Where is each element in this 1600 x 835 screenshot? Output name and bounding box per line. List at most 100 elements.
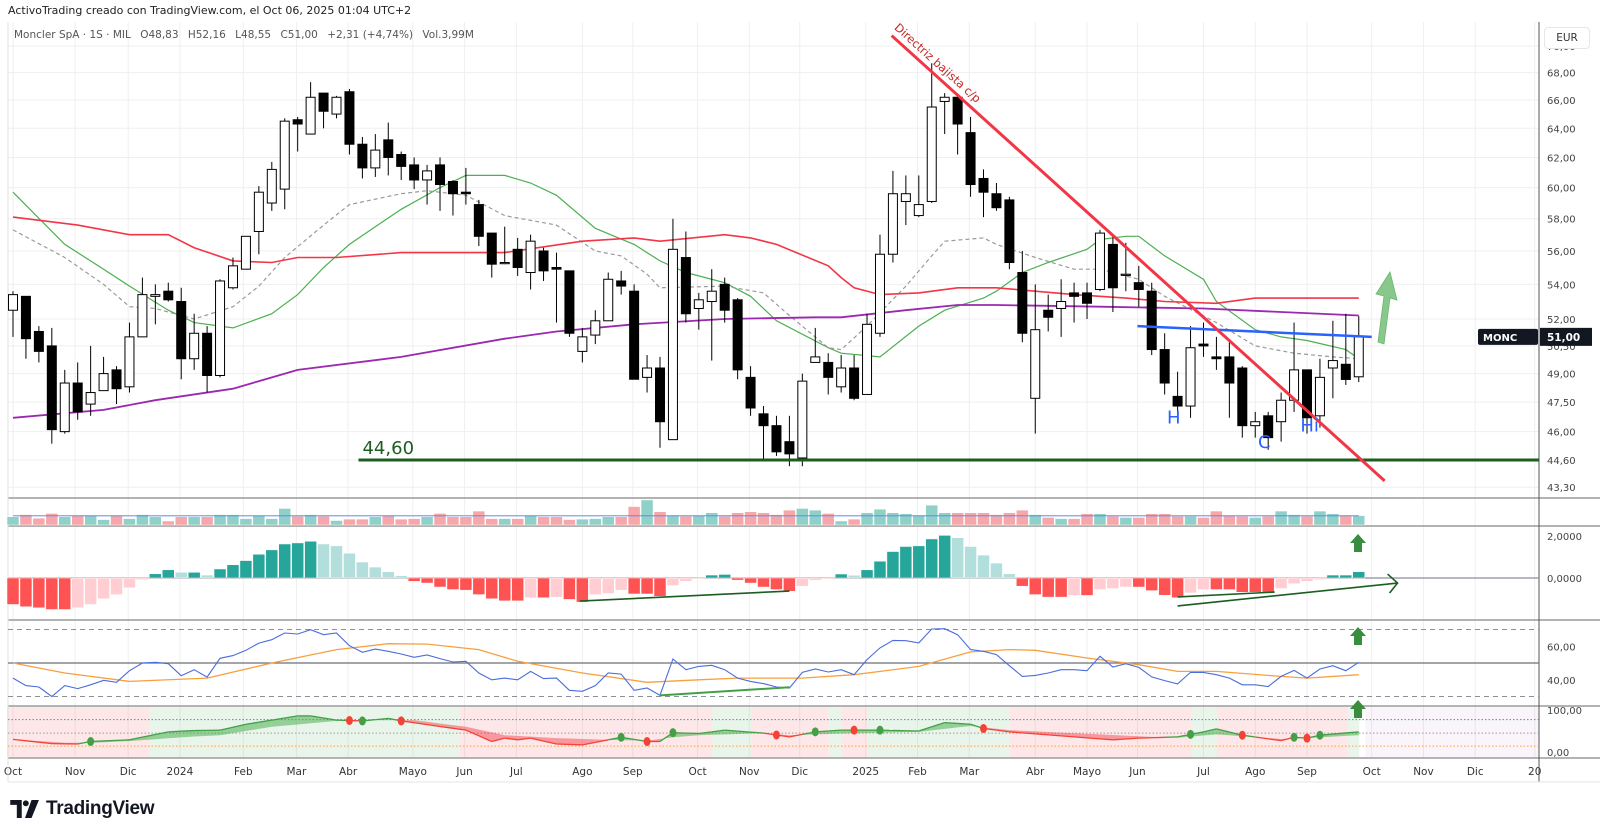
candle[interactable] — [732, 298, 743, 380]
candle[interactable] — [1120, 242, 1131, 292]
candle[interactable] — [1237, 366, 1248, 438]
candle[interactable] — [1314, 358, 1325, 428]
candle[interactable] — [370, 134, 381, 177]
candle[interactable] — [758, 406, 769, 461]
candle[interactable] — [1224, 342, 1235, 418]
candle[interactable] — [344, 88, 355, 155]
candle[interactable] — [1030, 284, 1041, 434]
candle[interactable] — [525, 234, 536, 290]
candle[interactable] — [978, 169, 989, 218]
candle[interactable] — [1185, 326, 1196, 418]
candle[interactable] — [1302, 369, 1312, 434]
candle[interactable] — [8, 291, 18, 337]
candle[interactable] — [409, 157, 420, 190]
candle[interactable] — [862, 313, 873, 395]
candle[interactable] — [1250, 411, 1261, 438]
candle[interactable] — [227, 257, 238, 290]
candle[interactable] — [603, 272, 614, 322]
candle[interactable] — [771, 415, 782, 456]
candle[interactable] — [784, 415, 795, 467]
candle[interactable] — [667, 218, 678, 441]
currency-button[interactable]: EUR — [1544, 27, 1590, 49]
candle[interactable] — [202, 326, 213, 393]
candle[interactable] — [939, 93, 950, 135]
candle[interactable] — [810, 327, 821, 363]
candle[interactable] — [719, 277, 730, 323]
candle[interactable] — [1263, 411, 1274, 450]
candle[interactable] — [473, 199, 484, 247]
candle[interactable] — [240, 235, 251, 270]
candle[interactable] — [447, 179, 458, 216]
candle[interactable] — [72, 362, 83, 420]
candle[interactable] — [874, 234, 885, 337]
candle[interactable] — [693, 292, 704, 330]
candle[interactable] — [849, 355, 860, 401]
candle[interactable] — [163, 282, 174, 302]
candle[interactable] — [1069, 282, 1080, 323]
candle[interactable] — [215, 279, 226, 378]
candle[interactable] — [111, 366, 122, 405]
candle[interactable] — [1082, 282, 1093, 320]
candle[interactable] — [124, 322, 135, 393]
candle[interactable] — [266, 161, 277, 211]
candle[interactable] — [331, 95, 342, 119]
candle[interactable] — [642, 355, 653, 393]
tradingview-logo[interactable]: TradingView — [10, 798, 155, 820]
candle[interactable] — [991, 183, 1002, 211]
candle[interactable] — [20, 295, 31, 359]
candle[interactable] — [137, 277, 148, 338]
candle[interactable] — [538, 247, 549, 281]
candle[interactable] — [279, 118, 290, 210]
candle[interactable] — [357, 136, 368, 179]
candle[interactable] — [422, 164, 433, 205]
candle[interactable] — [150, 284, 161, 325]
candle[interactable] — [629, 284, 640, 380]
candle[interactable] — [460, 167, 471, 205]
candle[interactable] — [46, 327, 57, 444]
candle[interactable] — [189, 313, 200, 370]
candle[interactable] — [564, 270, 575, 337]
candle[interactable] — [1017, 250, 1028, 343]
candle[interactable] — [577, 327, 588, 363]
candle[interactable] — [1159, 333, 1170, 395]
candle[interactable] — [318, 92, 329, 129]
candle[interactable] — [435, 157, 446, 211]
candle[interactable] — [1276, 392, 1287, 442]
candle[interactable] — [1094, 229, 1105, 292]
candle[interactable] — [253, 186, 264, 255]
candle[interactable] — [33, 326, 44, 363]
candle[interactable] — [926, 63, 937, 204]
candle[interactable] — [59, 369, 70, 434]
candle[interactable] — [1198, 322, 1209, 357]
candle[interactable] — [952, 94, 963, 155]
candle[interactable] — [396, 151, 407, 180]
candle[interactable] — [965, 116, 976, 197]
candle[interactable] — [1353, 316, 1364, 383]
candle[interactable] — [1043, 294, 1054, 332]
candle[interactable] — [900, 175, 911, 226]
candle[interactable] — [1004, 196, 1015, 270]
candle[interactable] — [797, 373, 808, 467]
candle[interactable] — [176, 287, 187, 380]
candle[interactable] — [616, 270, 627, 295]
candle[interactable] — [1133, 265, 1144, 307]
candle[interactable] — [823, 353, 834, 395]
candle[interactable] — [887, 170, 898, 263]
candle[interactable] — [680, 231, 691, 323]
candle[interactable] — [590, 310, 601, 345]
candle[interactable] — [913, 175, 924, 218]
candle[interactable] — [1327, 320, 1338, 399]
candle[interactable] — [836, 355, 847, 393]
candle[interactable] — [486, 232, 497, 278]
candle[interactable] — [1146, 282, 1157, 356]
candle[interactable] — [551, 252, 562, 323]
candle[interactable] — [512, 237, 523, 276]
candle[interactable] — [98, 356, 109, 392]
candle[interactable] — [499, 226, 510, 265]
symbol-name[interactable]: Moncler SpA · 1S · MIL — [14, 29, 131, 41]
candle[interactable] — [383, 122, 394, 176]
candle[interactable] — [85, 345, 96, 416]
candle[interactable] — [1340, 313, 1351, 385]
candle[interactable] — [292, 116, 303, 152]
